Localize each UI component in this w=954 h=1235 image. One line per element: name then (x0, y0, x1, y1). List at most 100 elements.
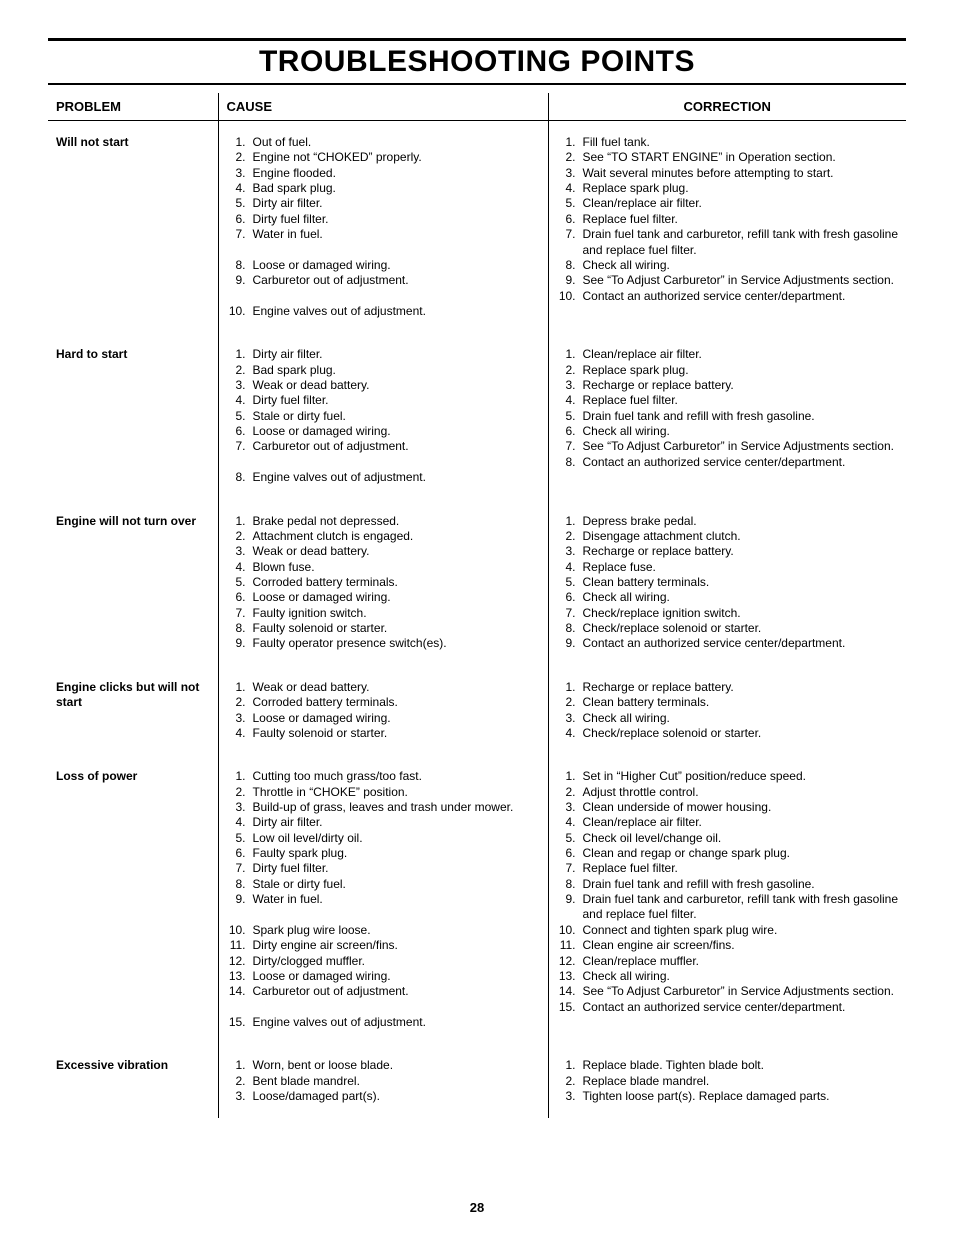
list-text: Loose or damaged wiring. (253, 590, 540, 605)
list-text: Drain fuel tank and carburetor, refill t… (583, 892, 899, 923)
list-item: 3.Recharge or replace battery. (557, 544, 899, 559)
problem-cell: Engine will not turn over (48, 500, 218, 666)
list-number: 9. (227, 892, 253, 907)
list-number: 7. (557, 227, 583, 242)
list-text: Replace spark plug. (583, 363, 899, 378)
list-number: 9. (557, 636, 583, 651)
list-text: Bad spark plug. (253, 181, 540, 196)
list-text: Clean underside of mower housing. (583, 800, 899, 815)
list-number: 9. (227, 636, 253, 651)
list-text: Water in fuel. (253, 227, 540, 242)
list-text: Dirty engine air screen/fins. (253, 938, 540, 953)
list-text: Loose/damaged part(s). (253, 1089, 540, 1104)
list-item: 3.Check all wiring. (557, 711, 899, 726)
list-item: 4.Replace spark plug. (557, 181, 899, 196)
list-item: 15.Contact an authorized service center/… (557, 1000, 899, 1015)
list-item: 5.Corroded battery terminals. (227, 575, 540, 590)
list-text: Drain fuel tank and carburetor, refill t… (583, 227, 899, 258)
list-text: Build-up of grass, leaves and trash unde… (253, 800, 540, 815)
list-item: 3.Clean underside of mower housing. (557, 800, 899, 815)
list-item: 13.Loose or damaged wiring. (227, 969, 540, 984)
list-text: Dirty air filter. (253, 815, 540, 830)
list-item: 2.Adjust throttle control. (557, 785, 899, 800)
list-item: 8.Stale or dirty fuel. (227, 877, 540, 892)
list-number: 3. (557, 378, 583, 393)
list-text: Worn, bent or loose blade. (253, 1058, 540, 1073)
list-item: 8.Check/replace solenoid or starter. (557, 621, 899, 636)
list-number: 1. (227, 347, 253, 362)
list-number: 3. (557, 1089, 583, 1104)
list-text: Clean/replace air filter. (583, 815, 899, 830)
list-text: Depress brake pedal. (583, 514, 899, 529)
correction-cell: 1.Fill fuel tank.2.See “TO START ENGINE”… (548, 121, 906, 334)
list-text: Water in fuel. (253, 892, 540, 907)
correction-cell: 1.Set in “Higher Cut” position/reduce sp… (548, 755, 906, 1044)
list-number: 4. (557, 393, 583, 408)
list-number: 3. (227, 378, 253, 393)
list-number: 2. (227, 150, 253, 165)
list-item: 3.Loose or damaged wiring. (227, 711, 540, 726)
list-item: 7.Dirty fuel filter. (227, 861, 540, 876)
list-item: 6.Check all wiring. (557, 590, 899, 605)
list-item: 1.Replace blade. Tighten blade bolt. (557, 1058, 899, 1073)
list-text: Corroded battery terminals. (253, 695, 540, 710)
list-item: 7.Faulty ignition switch. (227, 606, 540, 621)
list-text: Attachment clutch is engaged. (253, 529, 540, 544)
list-number: 8. (227, 877, 253, 892)
list-item: 4.Dirty air filter. (227, 815, 540, 830)
list-number: 4. (227, 815, 253, 830)
problem-cell: Excessive vibration (48, 1044, 218, 1118)
list-item: 6.Check all wiring. (557, 424, 899, 439)
list-text: Weak or dead battery. (253, 680, 540, 695)
list-number: 11. (227, 938, 253, 953)
problem-cell: Hard to start (48, 333, 218, 499)
list-item: 5.Clean battery terminals. (557, 575, 899, 590)
list-item: 2.Replace spark plug. (557, 363, 899, 378)
cause-cell: 1.Out of fuel.2.Engine not “CHOKED” prop… (218, 121, 548, 334)
list-number: 10. (227, 923, 253, 938)
list-item: 6.Faulty spark plug. (227, 846, 540, 861)
list-number: 2. (557, 695, 583, 710)
list-item: 9.Drain fuel tank and carburetor, refill… (557, 892, 899, 923)
list-number: 6. (227, 590, 253, 605)
list-number: 5. (557, 831, 583, 846)
list-item: 10.Engine valves out of adjustment. (227, 304, 540, 319)
list-text: Low oil level/dirty oil. (253, 831, 540, 846)
list-number: 4. (227, 393, 253, 408)
list-text: Check/replace ignition switch. (583, 606, 899, 621)
list-number: 14. (227, 984, 253, 999)
list-item: 3.Engine flooded. (227, 166, 540, 181)
list-number: 8. (227, 258, 253, 273)
spacer (227, 907, 540, 922)
rule-bottom (48, 83, 906, 85)
list-item: 12.Clean/replace muffler. (557, 954, 899, 969)
troubleshooting-table: PROBLEM CAUSE CORRECTION Will not start1… (48, 93, 906, 1118)
list-text: Brake pedal not depressed. (253, 514, 540, 529)
list-item: 1.Worn, bent or loose blade. (227, 1058, 540, 1073)
list-item: 7.See “To Adjust Carburetor” in Service … (557, 439, 899, 454)
list-number: 4. (227, 726, 253, 741)
list-item: 1.Recharge or replace battery. (557, 680, 899, 695)
list-number: 5. (557, 575, 583, 590)
list-number: 6. (557, 424, 583, 439)
list-number: 15. (557, 1000, 583, 1015)
list-text: Out of fuel. (253, 135, 540, 150)
list-text: Bad spark plug. (253, 363, 540, 378)
list-item: 7.Replace fuel filter. (557, 861, 899, 876)
list-text: Carburetor out of adjustment. (253, 273, 540, 288)
list-item: 10.Spark plug wire loose. (227, 923, 540, 938)
list-text: See “To Adjust Carburetor” in Service Ad… (583, 439, 899, 454)
list-text: Check all wiring. (583, 258, 899, 273)
list-item: 1.Clean/replace air filter. (557, 347, 899, 362)
list-item: 6.Loose or damaged wiring. (227, 590, 540, 605)
list-item: 5.Check oil level/change oil. (557, 831, 899, 846)
list-number: 5. (557, 196, 583, 211)
list-number: 7. (227, 861, 253, 876)
cause-cell: 1.Brake pedal not depressed.2.Attachment… (218, 500, 548, 666)
list-text: Faulty ignition switch. (253, 606, 540, 621)
list-text: Replace fuel filter. (583, 212, 899, 227)
spacer (227, 455, 540, 470)
list-item: 6.Clean and regap or change spark plug. (557, 846, 899, 861)
list-text: Check/replace solenoid or starter. (583, 621, 899, 636)
list-number: 7. (557, 861, 583, 876)
